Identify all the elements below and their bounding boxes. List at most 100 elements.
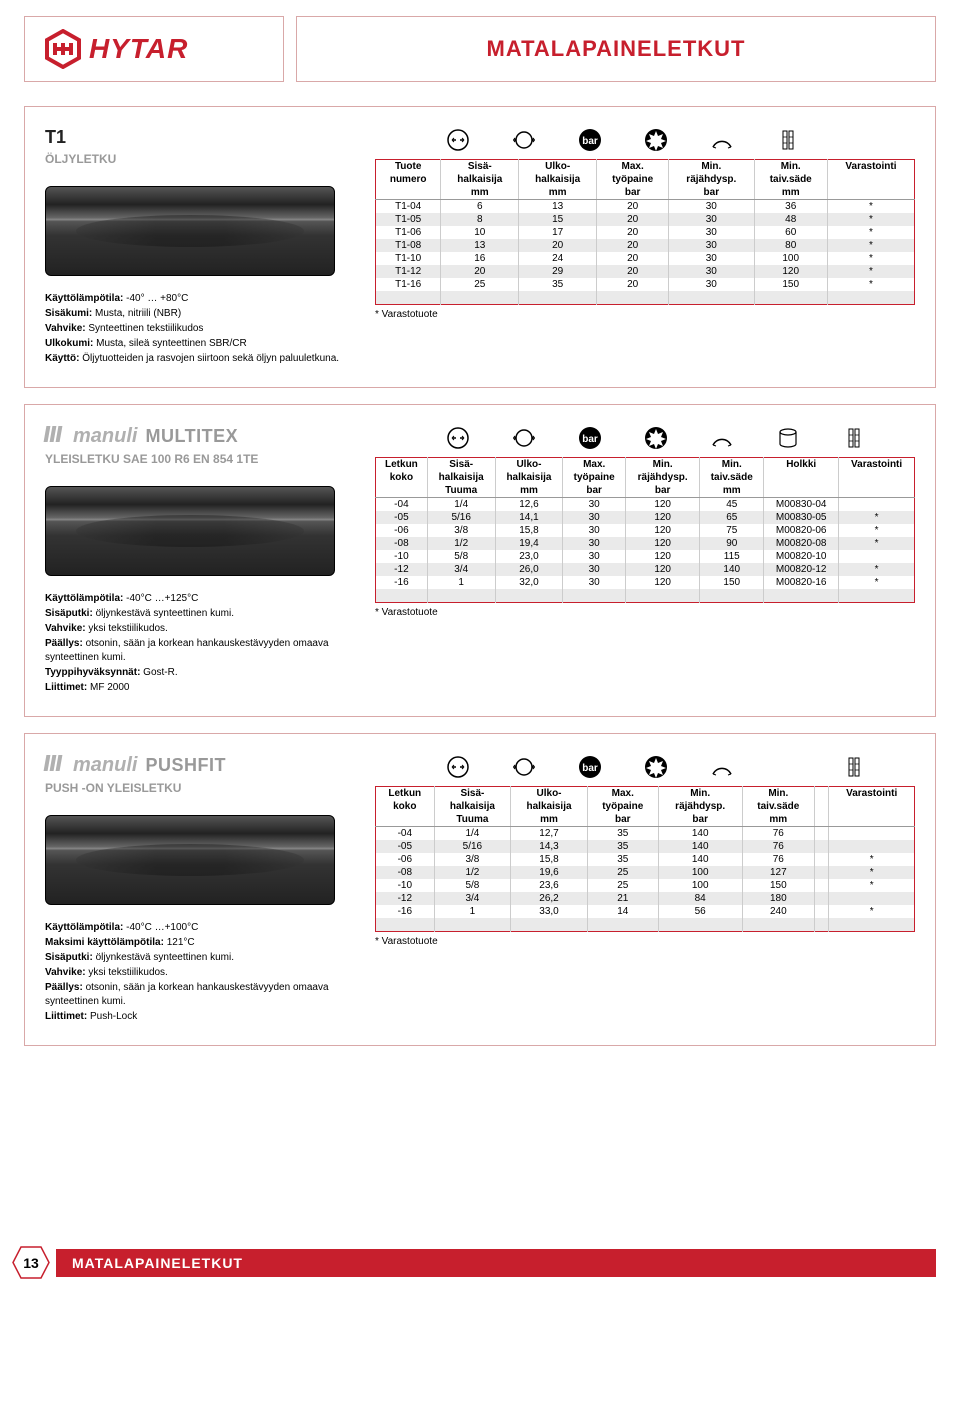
table-cell: * <box>827 226 914 239</box>
table-cell: 13 <box>519 200 597 214</box>
table-cell <box>829 892 915 905</box>
table-row: -081/219,43012090M00820-08* <box>376 537 915 550</box>
table-cell: 30 <box>669 200 754 214</box>
table-cell: T1-10 <box>376 252 441 265</box>
table-cell: 150 <box>700 576 764 589</box>
page-number: 13 <box>23 1255 39 1271</box>
table-cell: 76 <box>742 840 814 853</box>
bend-icon <box>709 127 735 153</box>
table-cell: 20 <box>519 239 597 252</box>
table-cell: 15 <box>519 213 597 226</box>
spec-line: Käyttö: Öljytuotteiden ja rasvojen siirt… <box>45 352 355 366</box>
product-section: manuli MULTITEXYLEISLETKU SAE 100 R6 EN … <box>24 404 936 717</box>
table-cell: 29 <box>519 265 597 278</box>
brand-bars-icon <box>45 755 61 771</box>
table-cell: 14,1 <box>495 511 563 524</box>
table-cell: 30 <box>563 563 626 576</box>
table-header-cell <box>814 787 828 801</box>
table-cell: -04 <box>376 827 435 841</box>
table-cell: T1-05 <box>376 213 441 226</box>
outer-icon <box>511 425 537 451</box>
product-table-column: barLetkunSisä-Ulko-Max.Min.Min.Varastoin… <box>375 754 915 1025</box>
stock-icon <box>775 127 801 153</box>
table-cell: 100 <box>658 866 742 879</box>
table-header-cell: halkaisija <box>495 471 563 484</box>
table-cell: 8 <box>441 213 519 226</box>
table-cell: 20 <box>597 252 669 265</box>
spec-line: Liittimet: Push-Lock <box>45 1010 355 1024</box>
table-cell: 30 <box>669 213 754 226</box>
table-cell: * <box>839 563 915 576</box>
table-header-cell: työpaine <box>587 800 658 813</box>
product-data-table: LetkunSisä-Ulko-Max.Min.Min.Varastointik… <box>375 786 915 932</box>
table-cell: 90 <box>700 537 764 550</box>
bar-icon: bar <box>577 127 603 153</box>
table-cell: 30 <box>563 576 626 589</box>
hose-image <box>45 815 335 905</box>
table-cell: 150 <box>742 879 814 892</box>
table-header-cell: taiv.säde <box>742 800 814 813</box>
table-row: T1-1220292030120* <box>376 265 915 278</box>
table-row: -041/412,63012045M00830-04 <box>376 498 915 512</box>
table-header-cell <box>376 813 435 827</box>
table-header-cell: Min. <box>669 160 754 174</box>
table-cell: T1-16 <box>376 278 441 291</box>
product-table-column: barTuoteSisä-Ulko-Max.Min.Min.Varastoint… <box>375 127 915 367</box>
product-data-table: LetkunSisä-Ulko-Max.Min.Min.HolkkiVarast… <box>375 457 915 603</box>
svg-text:bar: bar <box>582 136 598 147</box>
table-footnote: * Varastotuote <box>375 309 915 320</box>
table-cell: 23,6 <box>511 879 588 892</box>
table-cell: 3/8 <box>427 524 495 537</box>
spec-line: Päällys: otsonin, sään ja korkean hankau… <box>45 981 355 1009</box>
table-cell: * <box>827 200 914 214</box>
spec-line: Maksimi käyttölämpötila: 121°C <box>45 936 355 950</box>
table-cell: 5/16 <box>434 840 511 853</box>
table-header-cell: Min. <box>700 458 764 472</box>
table-cell: 75 <box>700 524 764 537</box>
table-cell: -08 <box>376 537 428 550</box>
table-row: -16133,01456240* <box>376 905 915 918</box>
table-cell: 1 <box>434 905 511 918</box>
table-cell: -05 <box>376 511 428 524</box>
table-header-cell <box>829 813 915 827</box>
table-header-cell: Max. <box>597 160 669 174</box>
table-cell: 120 <box>626 563 700 576</box>
table-cell: 150 <box>754 278 827 291</box>
table-cell: 84 <box>658 892 742 905</box>
table-cell: 20 <box>597 265 669 278</box>
table-cell: T1-12 <box>376 265 441 278</box>
table-cell: 180 <box>742 892 814 905</box>
table-header-cell: Min. <box>742 787 814 801</box>
table-header-cell: numero <box>376 173 441 186</box>
table-cell: 20 <box>597 278 669 291</box>
table-cell: 15,8 <box>495 524 563 537</box>
table-header-cell: Tuote <box>376 160 441 174</box>
table-header-cell: halkaisija <box>519 173 597 186</box>
table-cell: -10 <box>376 550 428 563</box>
table-cell: 3/8 <box>434 853 511 866</box>
table-cell: * <box>827 265 914 278</box>
table-header-cell: taiv.säde <box>700 471 764 484</box>
table-header-cell: bar <box>587 813 658 827</box>
table-header-cell: Varastointi <box>839 458 915 472</box>
table-cell: * <box>827 239 914 252</box>
table-cell: 1/4 <box>434 827 511 841</box>
product-table-column: barLetkunSisä-Ulko-Max.Min.Min.HolkkiVar… <box>375 425 915 696</box>
outer-icon <box>511 754 537 780</box>
table-cell: -12 <box>376 892 435 905</box>
table-header-cell <box>839 484 915 498</box>
table-cell: -04 <box>376 498 428 512</box>
table-cell: 5/8 <box>427 550 495 563</box>
page-header: HYTAR MATALAPAINELETKUT <box>0 0 960 90</box>
table-footnote: * Varastotuote <box>375 607 915 618</box>
table-cell: 30 <box>563 511 626 524</box>
table-cell: 140 <box>658 840 742 853</box>
table-cell: 80 <box>754 239 827 252</box>
table-cell: -16 <box>376 576 428 589</box>
table-cell: 19,6 <box>511 866 588 879</box>
bend-icon <box>709 754 735 780</box>
table-cell: -05 <box>376 840 435 853</box>
table-cell: 23,0 <box>495 550 563 563</box>
table-cell: 1/2 <box>434 866 511 879</box>
table-header-cell <box>376 186 441 200</box>
